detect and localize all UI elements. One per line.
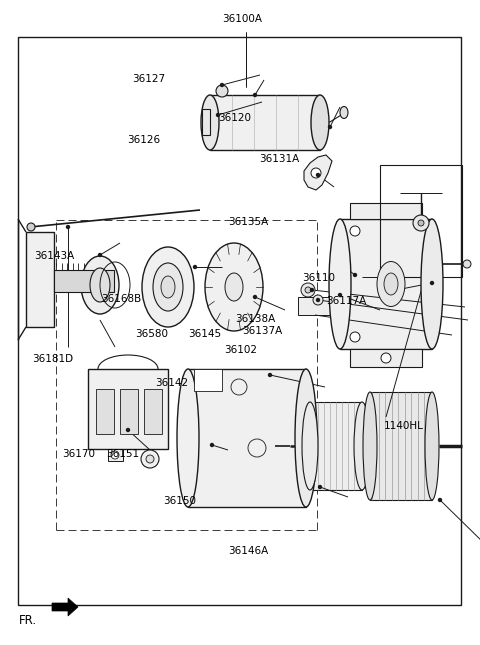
Text: 36137A: 36137A — [242, 326, 283, 336]
Text: 36168B: 36168B — [101, 294, 141, 304]
Circle shape — [268, 373, 272, 377]
Circle shape — [338, 293, 342, 297]
Circle shape — [126, 428, 130, 432]
Text: 36142: 36142 — [155, 378, 188, 388]
Polygon shape — [304, 155, 332, 190]
Ellipse shape — [377, 261, 405, 306]
Bar — [298, 297, 333, 315]
Text: 36126: 36126 — [127, 135, 160, 145]
Text: 36181D: 36181D — [32, 353, 73, 364]
Circle shape — [310, 288, 314, 292]
Ellipse shape — [81, 256, 119, 314]
Bar — [194, 369, 222, 391]
Circle shape — [316, 173, 320, 177]
Text: 36150: 36150 — [163, 496, 196, 506]
Bar — [144, 389, 162, 434]
Ellipse shape — [201, 95, 219, 150]
Ellipse shape — [295, 369, 317, 507]
Ellipse shape — [381, 353, 391, 363]
Ellipse shape — [225, 273, 243, 301]
Text: 36143A: 36143A — [35, 251, 75, 261]
Circle shape — [146, 455, 154, 463]
Bar — [88, 369, 168, 449]
Text: 36102: 36102 — [225, 344, 258, 355]
Bar — [340, 219, 432, 349]
Polygon shape — [52, 598, 78, 616]
Bar — [202, 109, 210, 135]
Bar — [96, 389, 114, 434]
Circle shape — [216, 113, 220, 117]
Circle shape — [313, 295, 323, 305]
Bar — [18, 37, 461, 605]
Circle shape — [141, 450, 159, 468]
Circle shape — [216, 85, 228, 97]
Circle shape — [353, 273, 357, 277]
Text: 36170: 36170 — [62, 449, 96, 459]
Bar — [188, 369, 306, 507]
Circle shape — [98, 253, 102, 257]
Text: 36145: 36145 — [189, 329, 222, 339]
Text: 36151: 36151 — [107, 449, 140, 459]
Circle shape — [111, 451, 119, 459]
Circle shape — [328, 124, 332, 129]
Circle shape — [350, 332, 360, 342]
Bar — [54, 270, 114, 292]
Bar — [120, 389, 138, 434]
Text: 36110: 36110 — [302, 272, 336, 283]
Circle shape — [66, 225, 70, 229]
Circle shape — [438, 498, 442, 502]
Bar — [370, 392, 432, 500]
Circle shape — [27, 223, 35, 231]
Text: 36117A: 36117A — [326, 296, 367, 306]
Circle shape — [350, 226, 360, 236]
Circle shape — [193, 265, 197, 269]
Circle shape — [220, 83, 224, 87]
Ellipse shape — [384, 273, 398, 295]
Bar — [350, 203, 422, 219]
Circle shape — [418, 220, 424, 226]
Circle shape — [305, 287, 311, 293]
Text: 36580: 36580 — [135, 329, 168, 339]
Ellipse shape — [90, 268, 110, 302]
Text: FR.: FR. — [19, 614, 37, 627]
Circle shape — [413, 215, 429, 231]
Circle shape — [463, 260, 471, 268]
Text: 36127: 36127 — [132, 74, 165, 84]
Ellipse shape — [153, 263, 183, 311]
Ellipse shape — [340, 106, 348, 119]
Text: 36135A: 36135A — [228, 217, 268, 227]
Circle shape — [253, 295, 257, 299]
Ellipse shape — [354, 402, 370, 490]
Ellipse shape — [177, 369, 199, 507]
Ellipse shape — [311, 95, 329, 150]
Circle shape — [318, 485, 322, 489]
Ellipse shape — [421, 219, 443, 349]
Text: 1140HL: 1140HL — [384, 421, 424, 431]
Ellipse shape — [363, 392, 377, 500]
Ellipse shape — [205, 243, 263, 331]
Circle shape — [311, 168, 321, 178]
Circle shape — [430, 281, 434, 285]
Text: 36100A: 36100A — [222, 14, 263, 24]
Ellipse shape — [302, 402, 318, 490]
Bar — [210, 95, 320, 150]
Text: 36146A: 36146A — [228, 546, 269, 556]
Circle shape — [253, 93, 257, 97]
Text: 36120: 36120 — [218, 112, 252, 123]
Circle shape — [316, 298, 320, 303]
Ellipse shape — [425, 392, 439, 500]
Ellipse shape — [161, 276, 175, 298]
Circle shape — [301, 283, 315, 297]
Bar — [350, 349, 422, 367]
Bar — [26, 232, 54, 327]
Ellipse shape — [142, 247, 194, 327]
Bar — [380, 165, 462, 277]
Ellipse shape — [329, 219, 351, 349]
Bar — [310, 402, 362, 490]
Bar — [108, 449, 123, 461]
Text: 36131A: 36131A — [259, 154, 300, 164]
Circle shape — [210, 443, 214, 447]
Text: 36138A: 36138A — [235, 314, 276, 324]
